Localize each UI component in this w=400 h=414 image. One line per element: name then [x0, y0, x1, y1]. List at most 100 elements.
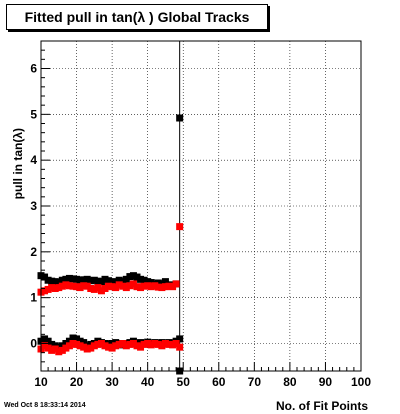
data-point	[105, 282, 113, 290]
data-point	[140, 340, 148, 348]
data-point	[58, 346, 66, 354]
data-point	[55, 278, 63, 286]
data-point	[69, 282, 77, 290]
data-point	[62, 275, 70, 283]
data-point	[144, 282, 152, 290]
data-point	[58, 276, 66, 284]
y-tick-label: 4	[30, 153, 37, 167]
x-tick-label: 80	[283, 375, 297, 389]
data-point	[94, 277, 102, 285]
data-point	[172, 280, 180, 288]
data-point	[58, 282, 66, 290]
data-point	[94, 284, 102, 292]
data-point	[73, 283, 81, 291]
data-point	[176, 223, 184, 231]
data-point	[73, 335, 81, 343]
data-point	[151, 282, 159, 290]
data-point	[101, 285, 109, 292]
data-point	[44, 344, 52, 352]
x-tick-label: 90	[319, 375, 333, 389]
data-point	[154, 283, 162, 291]
data-point	[108, 279, 116, 287]
data-point	[129, 340, 137, 347]
data-point	[158, 280, 166, 288]
chart-title-box: Fitted pull in tan(λ ) Global Tracks	[6, 4, 268, 30]
data-point	[48, 277, 56, 285]
data-point	[129, 280, 137, 288]
data-point	[76, 337, 84, 345]
data-point	[83, 282, 91, 290]
data-point	[44, 285, 52, 293]
data-point	[87, 344, 95, 352]
data-point	[158, 284, 166, 292]
data-point	[154, 340, 162, 348]
data-point	[169, 283, 177, 291]
data-point	[122, 275, 130, 283]
data-point	[44, 276, 52, 284]
data-point	[58, 342, 66, 350]
data-point	[108, 340, 116, 347]
data-point	[147, 341, 155, 349]
data-point	[147, 279, 155, 287]
data-point	[112, 284, 120, 292]
data-point	[112, 278, 120, 286]
data-point	[140, 276, 148, 284]
data-point	[169, 341, 177, 349]
data-point	[80, 343, 88, 351]
data-point	[137, 275, 145, 283]
data-point	[97, 287, 105, 295]
data-point	[161, 283, 169, 291]
data-point	[83, 345, 91, 353]
data-point	[97, 278, 105, 286]
data-point	[48, 284, 56, 292]
data-point	[161, 278, 169, 286]
data-point	[76, 276, 84, 284]
data-point	[90, 276, 98, 284]
data-point	[154, 279, 162, 287]
x-tick-label: 30	[105, 375, 119, 389]
data-point	[176, 335, 184, 343]
data-point	[55, 343, 63, 351]
data-point	[108, 283, 116, 291]
data-point	[69, 334, 77, 342]
data-point	[51, 345, 59, 353]
data-point	[144, 340, 152, 347]
data-point	[62, 344, 70, 352]
data-point	[65, 274, 73, 282]
y-tick-label: 0	[30, 337, 37, 351]
data-point	[80, 282, 88, 290]
y-tick-label: 5	[30, 107, 37, 121]
x-tick-label: 20	[70, 375, 84, 389]
x-tick-label: 50	[177, 375, 191, 389]
data-point	[87, 277, 95, 285]
data-point	[133, 283, 141, 291]
data-point	[80, 276, 88, 284]
data-point	[55, 284, 63, 292]
data-point	[65, 337, 73, 345]
data-point	[83, 275, 91, 283]
data-point	[62, 281, 70, 289]
data-point	[115, 276, 123, 284]
data-point	[165, 282, 173, 290]
data-point	[65, 282, 73, 290]
data-point	[119, 282, 127, 290]
data-point	[48, 346, 56, 354]
data-point	[147, 283, 155, 291]
data-point	[137, 343, 145, 351]
data-point	[105, 277, 113, 285]
y-tick-label: 6	[30, 62, 37, 76]
data-point	[108, 344, 116, 352]
data-point	[80, 339, 88, 347]
x-tick-label: 100	[351, 375, 371, 389]
data-point	[119, 278, 127, 286]
data-point	[65, 342, 73, 350]
data-point	[44, 337, 52, 345]
data-point	[140, 282, 148, 290]
data-point	[76, 342, 84, 350]
data-point	[122, 284, 130, 292]
data-point	[69, 340, 77, 347]
data-point	[101, 275, 109, 283]
data-point	[165, 340, 173, 348]
data-point	[90, 342, 98, 350]
data-point	[41, 335, 49, 343]
